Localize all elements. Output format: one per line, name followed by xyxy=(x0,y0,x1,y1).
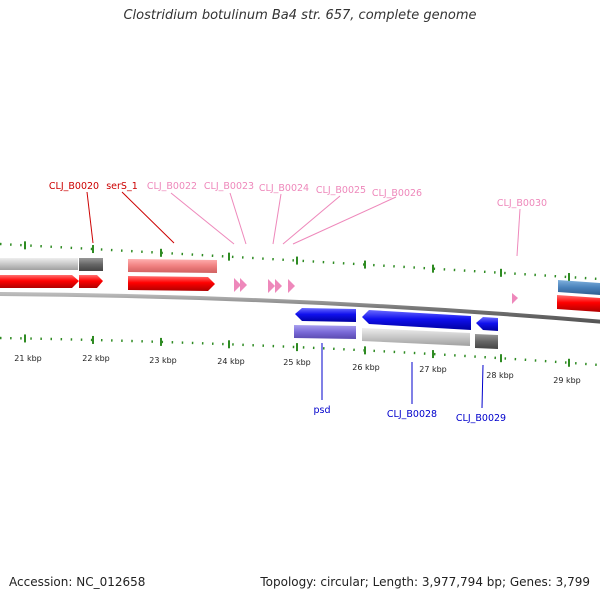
gene-label-clj-b0023[interactable]: CLJ_B0023 xyxy=(204,181,254,192)
gene-labels-bottom: psd CLJ_B0028 CLJ_B0029 xyxy=(313,405,506,424)
label-leader-lines xyxy=(86,191,521,409)
gene-label-clj-b0029[interactable]: CLJ_B0029 xyxy=(456,413,506,424)
ruler-label: 28 kbp xyxy=(486,371,514,380)
ruler-label: 25 kbp xyxy=(283,358,311,367)
outer-track-bottom xyxy=(294,325,498,349)
gene-label-clj-b0025[interactable]: CLJ_B0025 xyxy=(316,185,366,196)
gene-label-clj-b0024[interactable]: CLJ_B0024 xyxy=(259,183,309,194)
accession-text: Accession: NC_012658 xyxy=(9,575,146,589)
genome-backbone xyxy=(0,292,600,324)
ruler-labels: 21 kbp 22 kbp 23 kbp 24 kbp 25 kbp 26 kb… xyxy=(14,354,581,385)
top-major-ticks xyxy=(24,241,570,282)
gene-label-clj-b0022[interactable]: CLJ_B0022 xyxy=(147,181,197,192)
gene-labels-top: CLJ_B0020 serS_1 CLJ_B0022 CLJ_B0023 CLJ… xyxy=(49,181,547,209)
bottom-major-ticks xyxy=(24,334,570,367)
gene-label-clj-b0028[interactable]: CLJ_B0028 xyxy=(387,409,437,420)
genome-summary-text: Topology: circular; Length: 3,977,794 bp… xyxy=(260,575,590,589)
outer-track-top xyxy=(0,258,600,295)
gene-label-clj-b0030[interactable]: CLJ_B0030 xyxy=(497,198,547,209)
bottom-minor-ticks xyxy=(0,336,600,367)
ruler-label: 27 kbp xyxy=(419,365,447,374)
ruler-label: 29 kbp xyxy=(553,376,581,385)
reverse-cds-track xyxy=(295,308,498,331)
ruler-label: 24 kbp xyxy=(217,357,245,366)
gene-label-sers-1[interactable]: serS_1 xyxy=(106,181,138,192)
ruler-label: 21 kbp xyxy=(14,354,42,363)
genome-title: Clostridium botulinum Ba4 str. 657, comp… xyxy=(123,8,477,23)
forward-cds-track xyxy=(0,275,600,312)
gene-label-psd[interactable]: psd xyxy=(313,405,330,416)
gene-label-clj-b0026[interactable]: CLJ_B0026 xyxy=(372,188,422,199)
ruler-label: 23 kbp xyxy=(149,356,177,365)
gene-label-clj-b0020[interactable]: CLJ_B0020 xyxy=(49,181,99,192)
ruler-label: 22 kbp xyxy=(82,354,110,363)
ruler-label: 26 kbp xyxy=(352,363,380,372)
